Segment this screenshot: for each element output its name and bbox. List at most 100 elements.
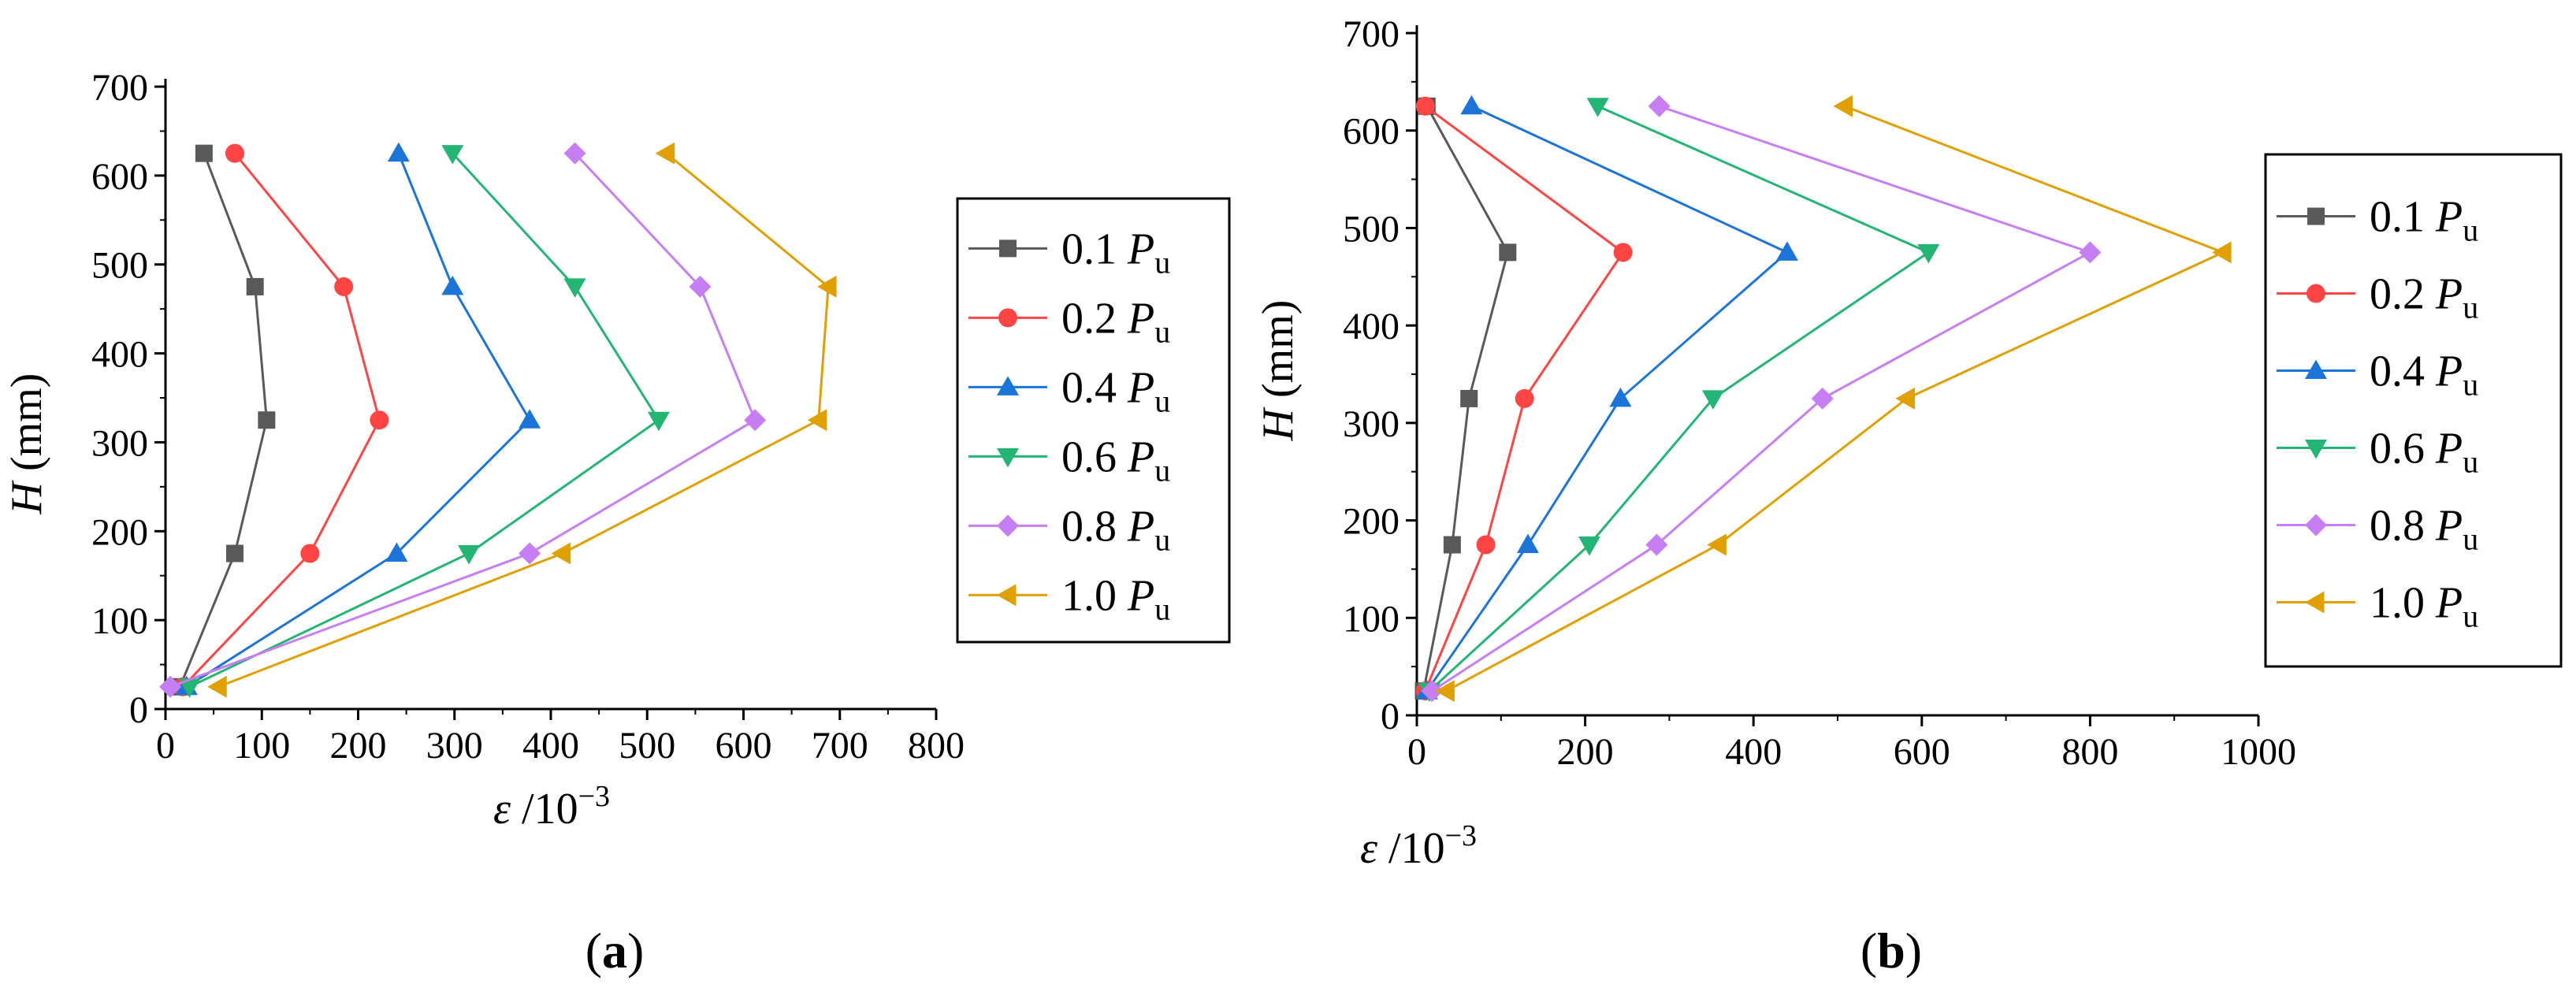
chart-a-data-point bbox=[458, 545, 481, 565]
chart-a-legend-label: 0.2 Pu bbox=[1061, 294, 1170, 349]
chart-a-data-point bbox=[300, 544, 320, 563]
chart-a-legend-marker bbox=[997, 514, 1019, 537]
chart-a-xtick-label: 400 bbox=[522, 725, 579, 767]
chart-b-caption: (b) bbox=[1860, 923, 1922, 978]
chart-b-legend-marker bbox=[2305, 359, 2327, 380]
chart-b-data-point bbox=[1833, 95, 1853, 117]
chart-b-data-point bbox=[1499, 243, 1517, 262]
chart-b-ylabel-symbol: H bbox=[1254, 407, 1303, 441]
chart-b-legend-label: 0.8 Pu bbox=[2370, 502, 2478, 557]
chart-b-ylabel-unit: (mm) bbox=[1254, 300, 1303, 409]
chart-b-data-point bbox=[1645, 533, 1668, 556]
chart-b-series-1 bbox=[1415, 96, 1633, 701]
chart-b-data-point bbox=[1415, 96, 1435, 116]
chart-b-xtick-label: 200 bbox=[1557, 731, 1614, 773]
chart-b-legend-label: 0.1 Pu bbox=[2370, 193, 2478, 248]
chart-a-caption-close: ) bbox=[627, 923, 644, 978]
chart-a-caption-open: ( bbox=[585, 923, 602, 978]
chart-a-data-point bbox=[178, 678, 201, 698]
chart-a-legend-marker bbox=[998, 308, 1017, 328]
chart-a-xlabel: ε /10−3 bbox=[493, 780, 610, 833]
chart-a-legend-marker bbox=[997, 584, 1017, 607]
chart-a-ytick-label: 700 bbox=[91, 67, 148, 109]
chart-a-series-2 bbox=[175, 142, 541, 696]
chart-b-data-point bbox=[1609, 387, 1632, 407]
chart-a-xtick-label: 600 bbox=[716, 725, 772, 767]
chart-a-xtick-label: 200 bbox=[330, 725, 387, 767]
chart-a-data-point bbox=[563, 278, 586, 298]
chart-b-ytick-label: 0 bbox=[1381, 696, 1400, 737]
chart-a-data-point bbox=[207, 675, 227, 698]
chart-a-legend-label: 0.6 Pu bbox=[1061, 433, 1170, 488]
chart-a-legend-label: 0.4 Pu bbox=[1061, 363, 1170, 418]
chart-b-data-point bbox=[1578, 536, 1600, 556]
chart-a-data-point bbox=[441, 275, 464, 295]
chart-a-data-point bbox=[370, 410, 389, 430]
chart-b-series-0 bbox=[1414, 97, 1517, 700]
chart-b-ytick-label: 500 bbox=[1343, 208, 1400, 250]
chart-a-data-point bbox=[334, 277, 354, 296]
chart-b-data-point bbox=[1775, 241, 1798, 261]
chart-a-xtick-label: 100 bbox=[233, 725, 290, 767]
chart-a-legend-label: 1.0 Pu bbox=[1061, 571, 1170, 626]
chart-b-xtick-label: 0 bbox=[1407, 731, 1426, 773]
chart-a-data-point bbox=[551, 542, 571, 565]
chart-a-ylabel-unit: (mm) bbox=[2, 373, 51, 482]
chart-b-series-3 bbox=[1418, 98, 1940, 703]
chart-b-legend-label: 0.4 Pu bbox=[2370, 347, 2478, 403]
chart-a-xlabel-exponent: −3 bbox=[578, 780, 610, 813]
chart-b-series-4 bbox=[1421, 95, 2102, 703]
chart-b-data-point bbox=[1811, 387, 1834, 410]
chart-b-legend-label: 0.2 Pu bbox=[2370, 270, 2478, 325]
chart-b-xtick-label: 400 bbox=[1725, 731, 1782, 773]
chart-b-data-point bbox=[1701, 390, 1724, 410]
chart-a-caption: (a) bbox=[585, 923, 645, 978]
chart-a-data-point bbox=[817, 275, 837, 298]
chart-b-legend-marker bbox=[2307, 207, 2325, 225]
chart-b-xlabel-unit: /10 bbox=[1377, 824, 1445, 873]
chart-a-ylabel: H (mm) bbox=[2, 373, 51, 515]
chart-b-caption-close: ) bbox=[1905, 923, 1922, 978]
chart-b-xlabel-symbol: ε bbox=[1360, 824, 1378, 873]
chart-a-data-point bbox=[807, 409, 827, 432]
chart-b-data-point bbox=[1613, 243, 1633, 262]
chart-a-data-point bbox=[441, 145, 464, 165]
chart-a-data-point bbox=[258, 411, 276, 429]
chart-b-caption-label: b bbox=[1877, 923, 1905, 978]
chart-b-legend-box bbox=[2264, 153, 2563, 668]
chart-b-plot: 0 100 200 300 400 500 600 700 0 200 400 600 800 1000 0… bbox=[1343, 13, 2563, 773]
chart-a-xtick-label: 700 bbox=[812, 725, 868, 767]
chart-a-ytick-label: 300 bbox=[91, 422, 148, 464]
chart-b-ytick-label: 300 bbox=[1343, 403, 1400, 445]
chart-b-legend-label: 1.0 Pu bbox=[2370, 579, 2478, 634]
chart-b-legend-marker bbox=[2307, 284, 2325, 303]
chart-b-data-point bbox=[1917, 243, 1940, 264]
chart-b-data-point bbox=[1648, 95, 1671, 117]
chart-b-data-point bbox=[1460, 95, 1483, 115]
chart-a-data-point bbox=[385, 542, 408, 562]
chart-a-data-point bbox=[226, 544, 244, 562]
chart-a-data-point bbox=[647, 411, 670, 432]
chart-a-data-point bbox=[519, 542, 541, 565]
chart-panel-a: ε /10−3 H (mm) (a) bbox=[2, 373, 644, 978]
chart-b-legend-marker bbox=[2305, 591, 2325, 614]
chart-b-xtick-label: 600 bbox=[1894, 731, 1950, 773]
chart-a-data-point bbox=[246, 277, 264, 295]
chart-a-series-0 bbox=[171, 144, 276, 696]
chart-b-data-point bbox=[1515, 388, 1534, 408]
chart-a-data-point bbox=[387, 142, 410, 162]
chart-a-ytick-label: 400 bbox=[91, 334, 148, 376]
chart-b-ytick-label: 600 bbox=[1343, 111, 1400, 153]
chart-b-series-line bbox=[1429, 105, 1931, 692]
chart-a-xlabel-symbol: ε bbox=[493, 785, 511, 833]
chart-a-ytick-label: 100 bbox=[91, 600, 148, 642]
chart-b-data-point bbox=[1586, 98, 1609, 117]
chart-b-data-point bbox=[1435, 680, 1455, 703]
chart-b-series-5 bbox=[1435, 95, 2232, 703]
chart-a-legend-box bbox=[956, 197, 1231, 644]
chart-b-data-point bbox=[1516, 533, 1539, 553]
chart-b-xlabel-exponent: −3 bbox=[1445, 819, 1477, 852]
chart-a-legend-label: 0.8 Pu bbox=[1061, 502, 1170, 557]
chart-b-ytick-label: 200 bbox=[1343, 501, 1400, 543]
